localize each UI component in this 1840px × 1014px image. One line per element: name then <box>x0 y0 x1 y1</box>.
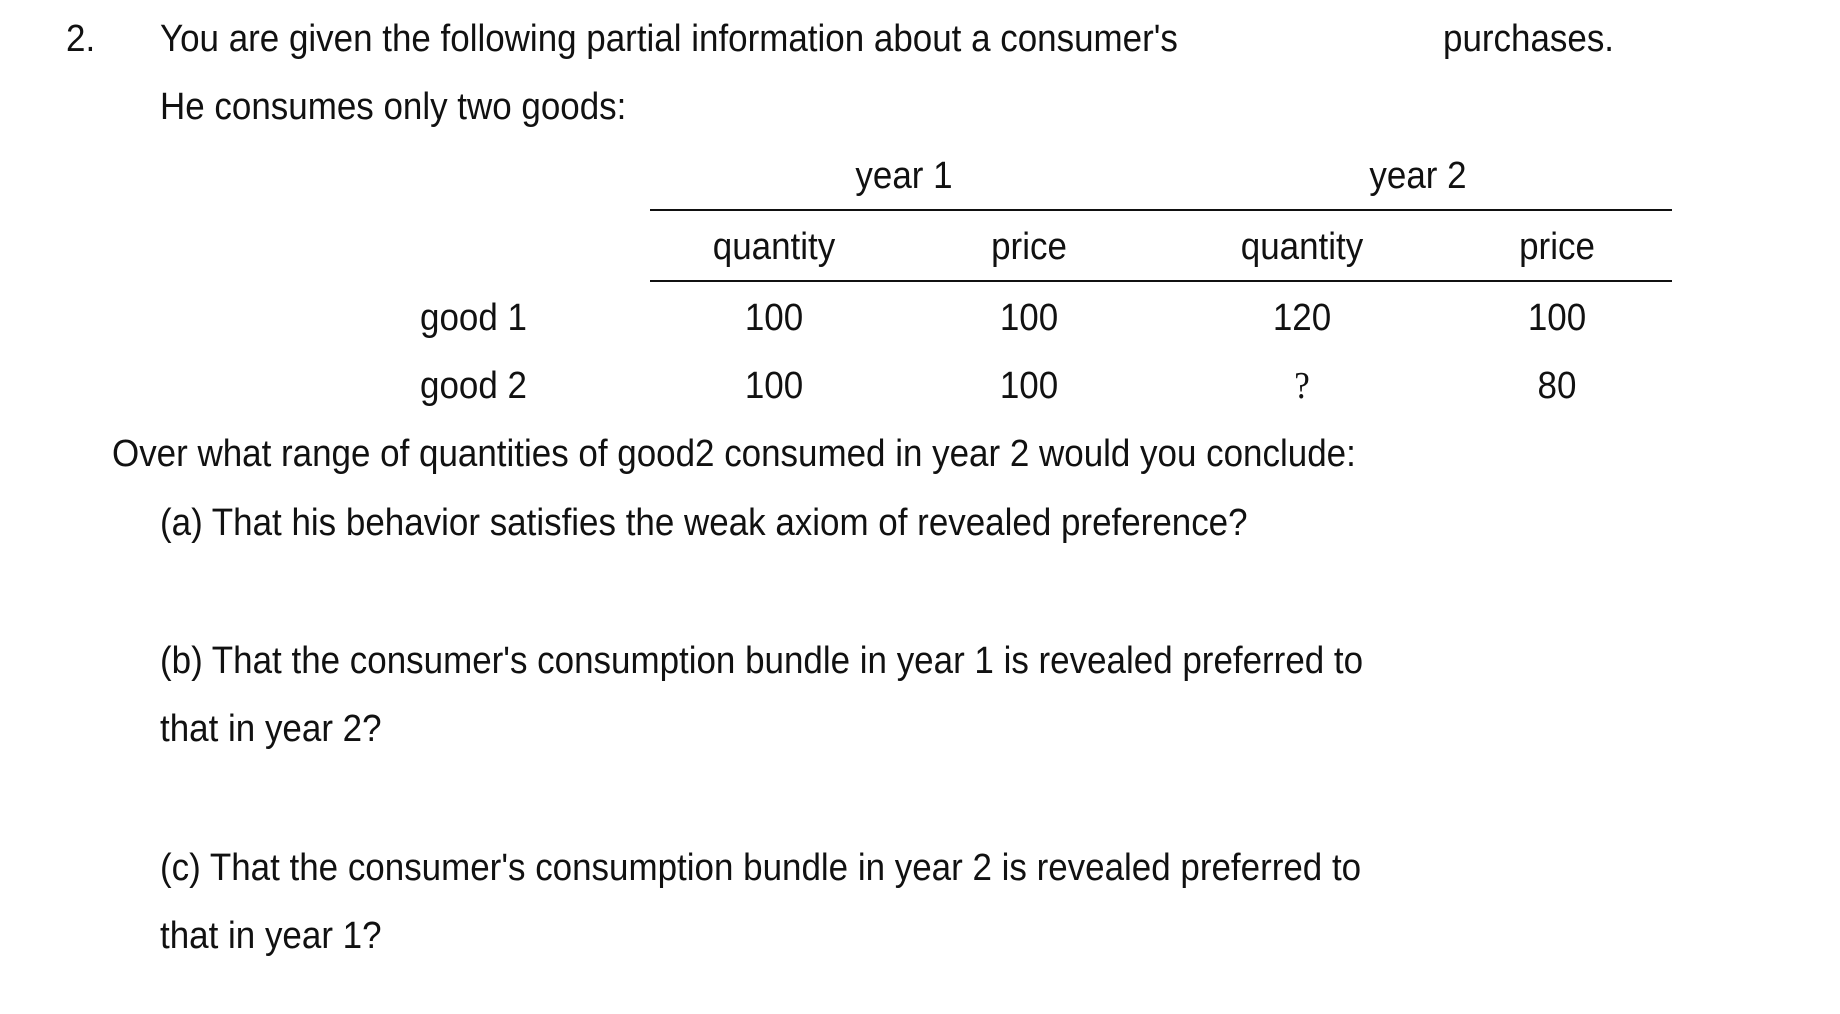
part-c-line-1: (c) That the consumer's consumption bund… <box>160 847 1362 889</box>
cell-good2-year1-quantity: 100 <box>744 365 804 407</box>
cell-good2-year2-price: 80 <box>1537 365 1577 407</box>
question-intro-line-1: You are given the following partial info… <box>160 18 1178 60</box>
question-number: 2. <box>66 18 96 60</box>
cell-good2-year1-price: 100 <box>999 365 1059 407</box>
group-header-year-1: year 1 <box>855 155 953 197</box>
group-header-year-2: year 2 <box>1369 155 1467 197</box>
row-label-good-2: good 2 <box>420 365 527 407</box>
cell-good1-year1-quantity: 100 <box>744 297 804 339</box>
part-a: (a) That his behavior satisfies the weak… <box>160 502 1248 544</box>
cell-good2-year2-quantity-unknown: ? <box>1294 365 1310 407</box>
part-b-line-2: that in year 2? <box>160 708 382 750</box>
column-header-year1-quantity: quantity <box>712 226 836 268</box>
question-prompt: Over what range of quantities of good2 c… <box>112 433 1356 475</box>
part-b-line-1: (b) That the consumer's consumption bund… <box>160 640 1364 682</box>
column-header-year1-price: price <box>991 226 1067 268</box>
row-label-good-1: good 1 <box>420 297 527 339</box>
column-header-year2-quantity: quantity <box>1240 226 1364 268</box>
question-intro-line-1-end: purchases. <box>1443 18 1615 60</box>
table-header-rule <box>650 280 1672 282</box>
cell-good1-year2-quantity: 120 <box>1272 297 1332 339</box>
question-intro-line-2: He consumes only two goods: <box>160 86 627 128</box>
cell-good1-year1-price: 100 <box>999 297 1059 339</box>
table-top-rule <box>650 209 1672 211</box>
cell-good1-year2-price: 100 <box>1527 297 1587 339</box>
column-header-year2-price: price <box>1519 226 1595 268</box>
part-c-line-2: that in year 1? <box>160 915 382 957</box>
